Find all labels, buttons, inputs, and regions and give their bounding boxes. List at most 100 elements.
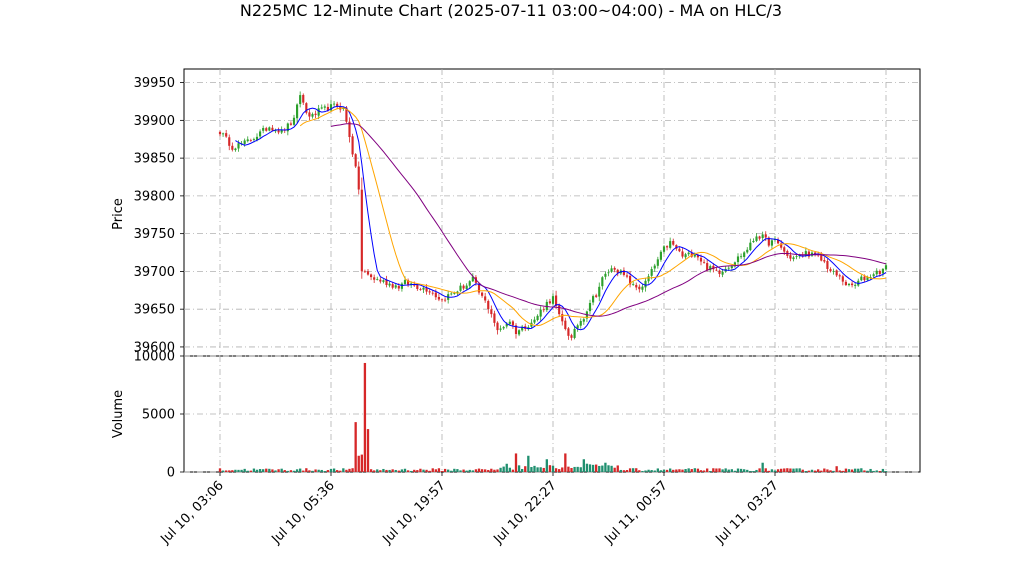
candle-body <box>274 130 277 132</box>
candle-body <box>629 275 632 285</box>
candle-body <box>363 271 366 273</box>
candle-body <box>536 315 539 320</box>
candle-body <box>444 299 447 301</box>
volume-bar <box>558 469 561 472</box>
candle <box>588 299 592 315</box>
candle <box>329 100 333 112</box>
volume-bar <box>336 470 339 472</box>
candle-body <box>255 136 259 140</box>
volume-bar <box>231 470 234 472</box>
candle-body <box>696 254 699 258</box>
volume-bar <box>394 469 397 472</box>
volume-bar <box>684 469 687 472</box>
volume-bar <box>693 468 696 472</box>
volume-bar <box>838 470 841 472</box>
time-axis-ticks: Jul 10, 03:06 Jul 10, 05:36 Jul 10, 19:57 J… <box>157 472 887 548</box>
candle <box>561 310 564 326</box>
candle-body <box>329 104 333 111</box>
volume-bar <box>551 465 555 472</box>
candle <box>407 278 410 288</box>
candle <box>286 122 289 136</box>
candle-body <box>693 254 696 257</box>
volume-bar <box>835 466 838 472</box>
volume-bar <box>419 468 422 472</box>
candle-body <box>437 296 440 300</box>
candle <box>271 125 274 132</box>
volume-bar <box>459 470 462 472</box>
candle <box>533 316 536 324</box>
volume-bar <box>826 469 829 472</box>
candle-body <box>863 276 866 281</box>
time-tick-label: Jul 10, 19:57 <box>379 478 448 547</box>
volume-bar <box>854 468 857 472</box>
volume-bar <box>665 469 669 472</box>
volume-bar <box>434 469 437 472</box>
candle-body <box>659 251 662 260</box>
candle-body <box>407 280 410 285</box>
candle <box>323 104 326 111</box>
candle-body <box>601 277 604 287</box>
candle <box>761 231 764 242</box>
candle-body <box>835 270 838 276</box>
candle-body <box>484 296 487 301</box>
volume-bar <box>792 468 795 472</box>
volume-bar <box>453 468 456 472</box>
candle-body <box>296 104 299 119</box>
candle <box>370 273 373 281</box>
volume-bar <box>570 468 573 472</box>
volume-bar <box>813 470 817 472</box>
volume-bar <box>437 468 441 472</box>
candle-body <box>758 236 761 239</box>
candle <box>767 236 770 248</box>
candle-body <box>314 113 317 115</box>
candle-body <box>715 269 718 271</box>
candle-body <box>687 252 690 255</box>
candle <box>718 269 721 278</box>
candle-body <box>508 321 511 325</box>
candle-body <box>548 301 551 304</box>
candle <box>875 268 878 277</box>
candle-body <box>323 106 326 108</box>
candle <box>536 314 539 322</box>
candle-body <box>521 326 524 331</box>
candle-body <box>736 256 740 263</box>
candle <box>666 245 669 251</box>
volume-bar <box>755 469 758 472</box>
candle-body <box>468 281 471 286</box>
candle <box>647 273 650 284</box>
volume-bar <box>447 469 450 472</box>
candle-body <box>783 247 786 252</box>
volume-bar <box>326 470 330 472</box>
candle-body <box>718 270 721 274</box>
volume-bar <box>292 470 296 472</box>
volume-bar <box>249 470 252 472</box>
price-tick-label: 39900 <box>134 114 175 129</box>
candle <box>687 250 690 257</box>
candle-body <box>366 271 370 275</box>
candle-body <box>625 275 629 277</box>
candle <box>844 279 847 286</box>
candle-body <box>222 133 225 135</box>
candle <box>317 104 320 120</box>
candle-body <box>280 129 283 133</box>
candle-body <box>730 266 733 269</box>
candle <box>777 237 780 245</box>
volume-bar <box>681 469 684 472</box>
price-tick-label: 39800 <box>134 189 175 204</box>
volume-bar <box>863 470 866 472</box>
candle <box>564 317 567 331</box>
candle-body <box>333 103 336 105</box>
volume-bar <box>369 469 373 472</box>
candle <box>431 289 434 296</box>
volume-bar <box>783 468 786 472</box>
candle-body <box>453 293 456 294</box>
candle-body <box>462 285 465 289</box>
candle <box>249 138 252 142</box>
candle-body <box>465 285 468 290</box>
volume-bar <box>860 468 863 472</box>
candle-body <box>225 133 228 137</box>
candle-body <box>607 272 610 274</box>
volume-bar <box>770 469 774 472</box>
candle-body <box>733 262 736 267</box>
candle-body <box>755 236 758 241</box>
